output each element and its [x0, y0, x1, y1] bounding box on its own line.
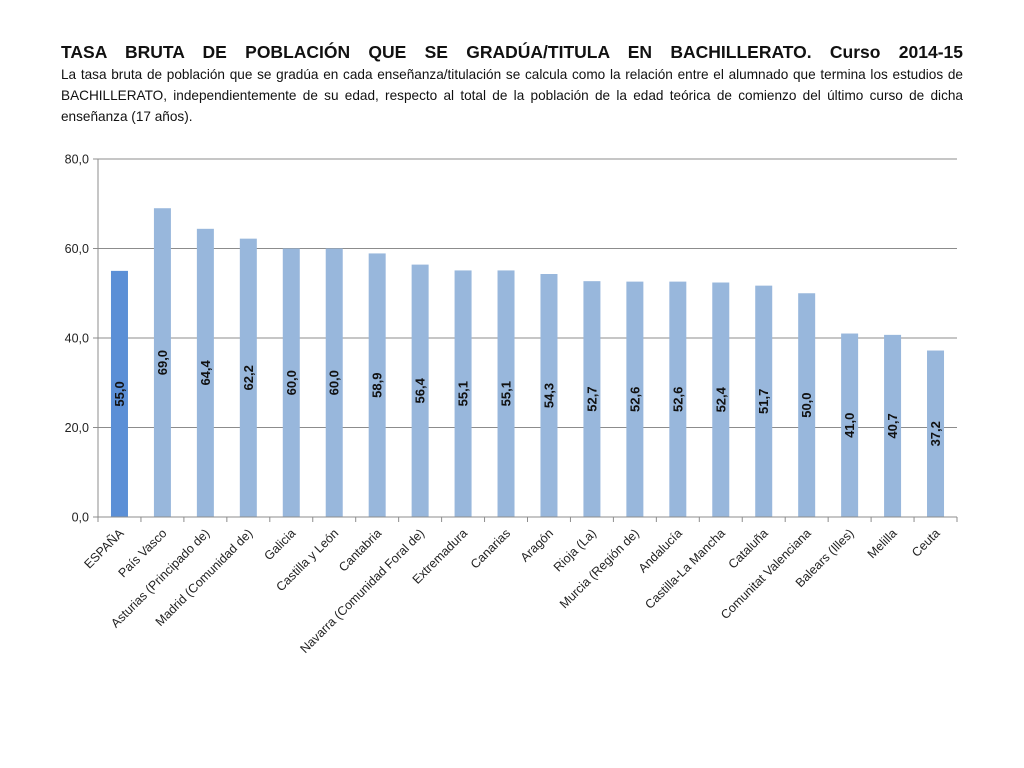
bar — [841, 333, 859, 517]
bar-value-label: 56,4 — [413, 377, 428, 403]
bar — [583, 281, 601, 517]
y-tick-label: 80,0 — [65, 153, 89, 167]
bar — [368, 253, 386, 518]
bar-value-label: 55,0 — [112, 381, 127, 406]
bar-value-label: 62,2 — [241, 365, 256, 390]
chart-title: TASA BRUTA DE POBLACIÓN QUE SE GRADÚA/TI… — [61, 42, 963, 62]
bar — [669, 281, 687, 517]
bar-value-label: 55,1 — [456, 381, 471, 406]
chart-header: TASA BRUTA DE POBLACIÓN QUE SE GRADÚA/TI… — [61, 40, 963, 127]
x-category-label: Aragón — [518, 526, 556, 564]
bar-value-label: 41,0 — [842, 413, 857, 438]
y-tick-label: 60,0 — [65, 242, 89, 256]
bar — [712, 282, 730, 517]
y-tick-label: 20,0 — [65, 421, 89, 435]
bar-value-label: 40,7 — [885, 413, 900, 438]
bar — [927, 350, 945, 517]
bar-value-label: 60,0 — [284, 370, 299, 395]
bar — [411, 264, 429, 517]
bar — [325, 248, 343, 517]
bar — [454, 270, 472, 517]
bar — [884, 334, 902, 517]
x-category-label: Canarias — [468, 526, 513, 571]
y-tick-label: 40,0 — [65, 332, 89, 346]
x-category-label: Galicia — [261, 526, 298, 563]
bar — [239, 238, 257, 517]
chart-subtitle: La tasa bruta de población que se gradúa… — [61, 67, 963, 124]
bar-value-label: 55,1 — [499, 381, 514, 406]
bar-value-label: 51,7 — [756, 389, 771, 414]
bar-value-label: 69,0 — [155, 350, 170, 375]
bar-value-label: 37,2 — [928, 421, 943, 446]
bar — [196, 228, 214, 517]
bar — [755, 285, 773, 517]
bar-value-label: 52,4 — [713, 386, 728, 412]
bar-value-label: 52,6 — [627, 387, 642, 412]
bar — [282, 248, 300, 517]
bar-value-label: 54,3 — [541, 383, 556, 408]
x-category-label: Castilla-La Mancha — [642, 526, 728, 612]
bar-value-label: 52,6 — [670, 387, 685, 412]
bar-value-label: 58,9 — [370, 373, 385, 398]
bar — [110, 270, 128, 517]
bar — [497, 270, 515, 517]
y-tick-label: 0,0 — [72, 511, 89, 525]
bar — [798, 293, 816, 517]
bar-value-label: 60,0 — [327, 370, 342, 395]
x-category-label: Melilla — [865, 526, 900, 561]
bar — [540, 274, 558, 517]
bar-value-label: 52,7 — [584, 386, 599, 411]
bar-value-label: 50,0 — [799, 392, 814, 417]
bar — [626, 281, 644, 517]
x-category-label: Murcia (Región de) — [557, 526, 642, 611]
bar — [153, 208, 171, 517]
bar-value-label: 64,4 — [198, 359, 213, 385]
x-category-label: Ceuta — [909, 526, 943, 560]
